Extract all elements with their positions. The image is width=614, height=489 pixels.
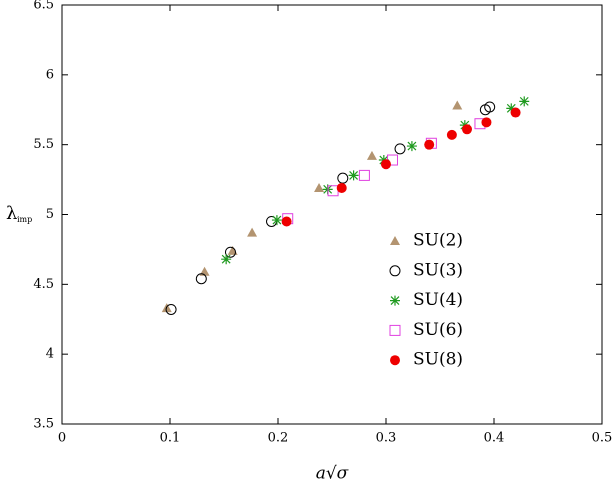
marker [271,215,282,226]
x-axis-label: a√σ [316,464,349,484]
x-tick-label: 0.5 [592,431,613,446]
y-tick-label: 4.5 [33,277,54,292]
marker [481,117,492,128]
x-tick-label: 0.4 [484,431,505,446]
marker [406,141,417,152]
marker [221,254,232,265]
marker [337,172,349,184]
x-tick-label: 0.2 [268,431,289,446]
marker [224,246,236,258]
y-axis-label-sub: imp [17,215,32,224]
y-tick-label: 6 [46,67,54,82]
marker [165,303,177,315]
marker [247,227,258,237]
legend-marker [390,236,400,245]
marker [394,143,406,155]
legend-label: SU(3) [413,260,463,280]
marker [381,159,391,170]
x-tick-label: 0.3 [376,431,397,446]
marker [462,124,472,135]
y-tick-label: 5 [46,207,54,222]
marker [281,216,292,227]
marker [314,182,325,192]
y-axis-label: λ [6,203,17,224]
legend-label: SU(2) [413,231,463,251]
marker [424,139,435,150]
x-tick-label: 0 [58,431,66,446]
plot-frame [61,4,603,425]
legend-marker [390,295,400,306]
marker [358,169,370,181]
y-tick-label: 3.5 [33,417,54,432]
marker [510,107,521,118]
legend-marker [389,265,401,277]
marker [366,150,377,160]
marker [452,100,463,110]
y-tick-label: 6.5 [33,0,54,13]
legend-marker [390,355,400,366]
legend-marker [389,324,401,336]
marker [195,273,207,285]
marker [446,129,457,140]
legend-label: SU(8) [413,350,463,370]
marker [519,96,530,107]
marker [348,170,359,181]
x-tick-label: 0.1 [160,431,181,446]
marker [506,103,517,114]
y-tick-label: 4 [46,347,54,362]
legend-label: SU(4) [413,290,463,310]
y-tick-label: 5.5 [33,137,54,152]
marker [336,182,347,193]
marker [484,101,496,113]
legend-label: SU(6) [413,320,463,340]
